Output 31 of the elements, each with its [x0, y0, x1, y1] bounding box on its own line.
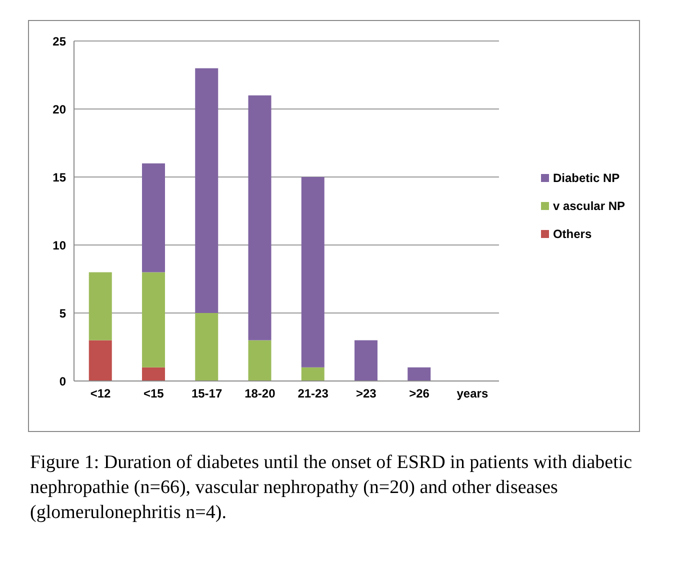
bar — [408, 367, 431, 381]
x-tick-label: >23 — [356, 386, 377, 401]
legend-label: v ascular NP — [552, 199, 625, 213]
y-tick-label: 10 — [52, 238, 66, 252]
x-tick-label: years — [456, 386, 488, 401]
bar — [142, 367, 165, 381]
bar — [354, 340, 378, 381]
x-tick-label: <12 — [90, 386, 112, 401]
y-tick-label: 25 — [52, 34, 66, 48]
caption: Figure 1: Duration of diabetes until the onset of ESRD in patients with diabetic nephropathie (n=66), vascular nephropathy (n=20) and other diseases (glomerulonephritis n=4). — [30, 451, 634, 525]
x-tick-label: 15-17 — [191, 386, 222, 401]
bar — [195, 68, 218, 313]
y-tick-label: 0 — [59, 374, 66, 388]
bar — [88, 272, 112, 340]
y-tick-label: 15 — [52, 170, 66, 184]
x-tick-label: 21-23 — [298, 386, 329, 401]
x-tick-label: >26 — [409, 386, 430, 401]
bar — [301, 177, 324, 368]
y-tick-label: 5 — [59, 306, 66, 320]
y-tick-label: 20 — [52, 102, 66, 116]
bar — [248, 340, 272, 381]
bar — [195, 313, 218, 381]
x-tick-label: 18-20 — [244, 386, 276, 401]
legend-label: Others — [552, 227, 592, 241]
bar — [301, 367, 324, 381]
legend-label: Diabetic NP — [552, 171, 620, 185]
bar — [88, 340, 112, 381]
x-tick-label: <15 — [144, 386, 164, 401]
bar — [142, 163, 165, 272]
bar — [248, 95, 272, 340]
bar — [142, 272, 165, 368]
